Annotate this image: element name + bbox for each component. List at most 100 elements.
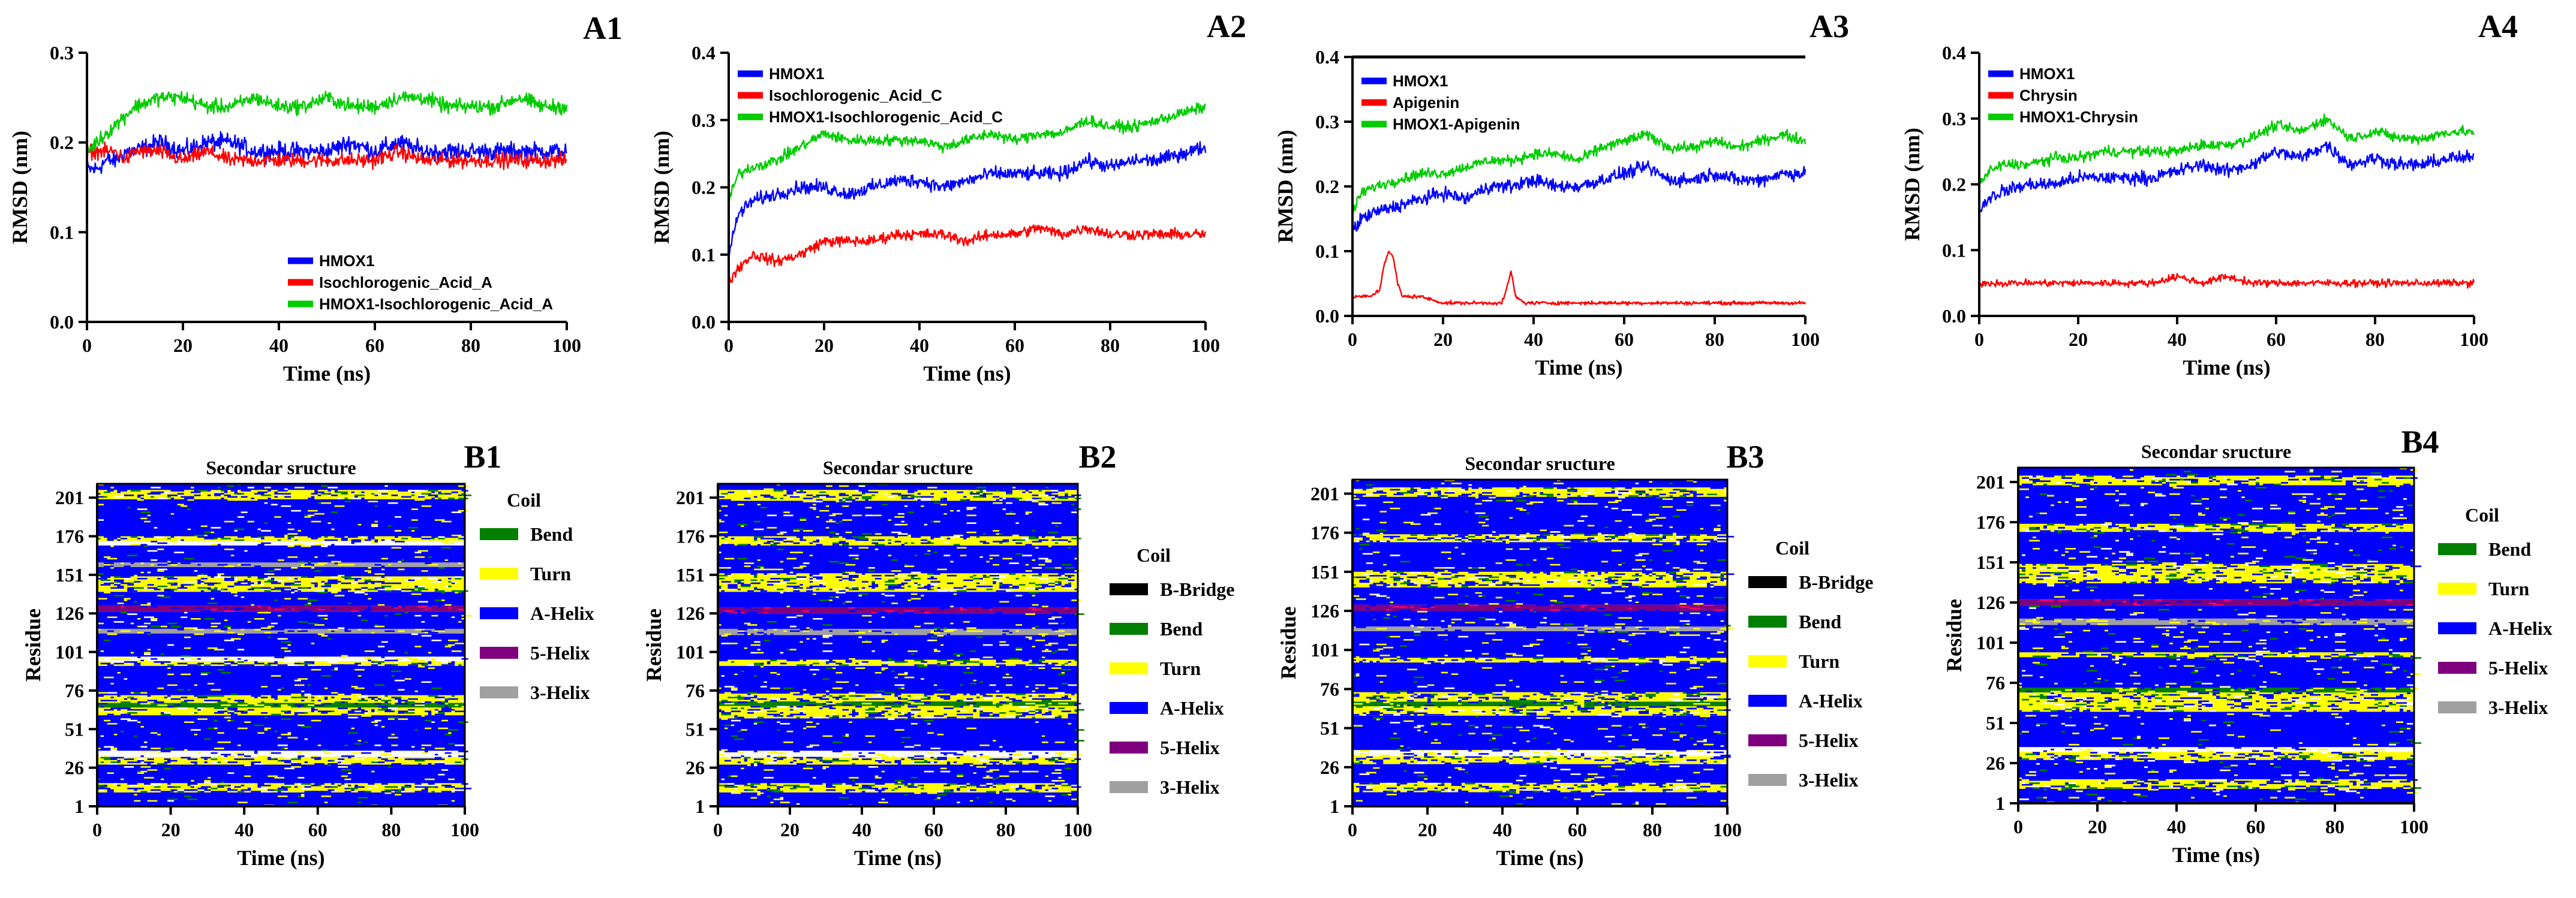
structure-speckle [1526, 712, 1537, 715]
structure-speckle [191, 491, 201, 493]
structure-speckle [1591, 698, 1595, 700]
structure-speckle [898, 495, 904, 496]
structure-speckle [97, 629, 101, 631]
structure-speckle [300, 751, 311, 752]
structure-speckle [986, 490, 993, 492]
structure-speckle [348, 563, 355, 566]
structure-speckle [1478, 790, 1482, 792]
structure-speckle [251, 498, 254, 499]
structure-speckle [1363, 712, 1366, 715]
structure-speckle [946, 633, 951, 635]
series-line [86, 91, 568, 155]
structure-speckle [993, 740, 996, 742]
structure-speckle [904, 495, 915, 496]
structure-speckle [852, 763, 856, 765]
structure-speckle [858, 788, 868, 789]
chart-title: Secondar sructure [206, 457, 356, 478]
series-line [1351, 250, 1806, 306]
structure-speckle [297, 724, 305, 727]
structure-speckle [1417, 611, 1427, 613]
structure-speckle [1604, 698, 1615, 700]
structure-speckle [757, 649, 761, 650]
structure-speckle [937, 734, 944, 736]
structure-speckle [374, 745, 381, 746]
structure-speckle [760, 662, 764, 665]
structure-speckle [822, 706, 832, 708]
structure-speckle [885, 574, 892, 577]
structure-speckle [963, 763, 973, 765]
structure-speckle [799, 641, 803, 643]
structure-speckle [1696, 661, 1707, 663]
structure-speckle [284, 791, 288, 792]
structure-speckle [894, 701, 901, 703]
structure-speckle [244, 764, 251, 767]
structure-speckle [790, 761, 793, 763]
structure-speckle [257, 732, 264, 734]
structure-speckle [1051, 780, 1059, 782]
structure-speckle [354, 709, 365, 711]
structure-speckle [364, 791, 371, 792]
structure-speckle [874, 777, 882, 779]
structure-speckle [914, 755, 924, 757]
structure-speckle [1673, 739, 1680, 741]
structure-speckle [1550, 694, 1554, 695]
structure-speckle [444, 709, 455, 711]
structure-speckle [891, 789, 895, 791]
structure-speckle [1042, 735, 1045, 737]
structure-speckle [1478, 658, 1489, 659]
structure-speckle [966, 727, 976, 730]
structure-speckle [737, 752, 744, 754]
structure-speckle [809, 578, 813, 580]
structure-speckle [1009, 710, 1016, 712]
structure-speckle [157, 704, 167, 706]
structure-speckle [1465, 772, 1469, 774]
structure-speckle [1451, 586, 1455, 587]
structure-speckle [1400, 745, 1404, 747]
structure-speckle [963, 661, 967, 663]
structure-speckle [934, 502, 940, 504]
structure-speckle [428, 495, 438, 496]
structure-speckle [177, 490, 184, 492]
structure-speckle [187, 508, 191, 510]
structure-speckle [835, 533, 839, 535]
structure-speckle [1645, 753, 1656, 755]
structure-speckle [993, 563, 1000, 566]
structure-speckle [1465, 650, 1472, 652]
structure-speckle [1714, 756, 1724, 758]
structure-speckle [1461, 586, 1469, 587]
structure-speckle [257, 611, 268, 614]
structure-speckle [338, 627, 345, 629]
structure-speckle [842, 754, 849, 756]
structure-speckle [878, 539, 882, 541]
structure-speckle [455, 788, 465, 789]
structure-speckle [943, 555, 951, 556]
structure-speckle [1048, 789, 1055, 791]
structure-speckle [1635, 707, 1646, 710]
structure-speckle [1611, 758, 1619, 760]
structure-speckle [1410, 625, 1414, 627]
structure-speckle [1621, 640, 1629, 643]
structure-speckle [806, 766, 810, 768]
structure-speckle [750, 709, 761, 711]
structure-speckle [354, 668, 365, 671]
structure-speckle [757, 632, 764, 634]
structure-speckle [1029, 695, 1032, 697]
structure-speckle [888, 555, 892, 556]
structure-speckle [1352, 710, 1356, 713]
structure-speckle [411, 536, 422, 538]
structure-speckle [251, 763, 254, 765]
structure-speckle [1444, 787, 1448, 789]
x-tick-label: 80 [381, 819, 401, 840]
structure-speckle [1396, 691, 1407, 692]
structure-speckle [1594, 578, 1601, 580]
structure-speckle [344, 791, 351, 792]
structure-speckle [757, 716, 764, 719]
structure-speckle [1071, 504, 1075, 506]
structure-speckle [1481, 733, 1492, 734]
structure-speckle [989, 574, 1000, 577]
x-tick-label: 0 [82, 335, 92, 356]
structure-speckle [261, 584, 264, 586]
structure-speckle [1706, 676, 1717, 679]
structure-speckle [1724, 628, 1735, 630]
structure-speckle [721, 505, 728, 507]
